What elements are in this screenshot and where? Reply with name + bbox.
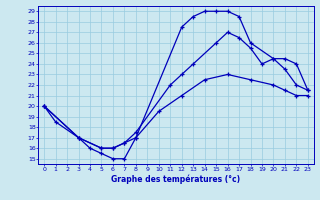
X-axis label: Graphe des températures (°c): Graphe des températures (°c): [111, 175, 241, 184]
